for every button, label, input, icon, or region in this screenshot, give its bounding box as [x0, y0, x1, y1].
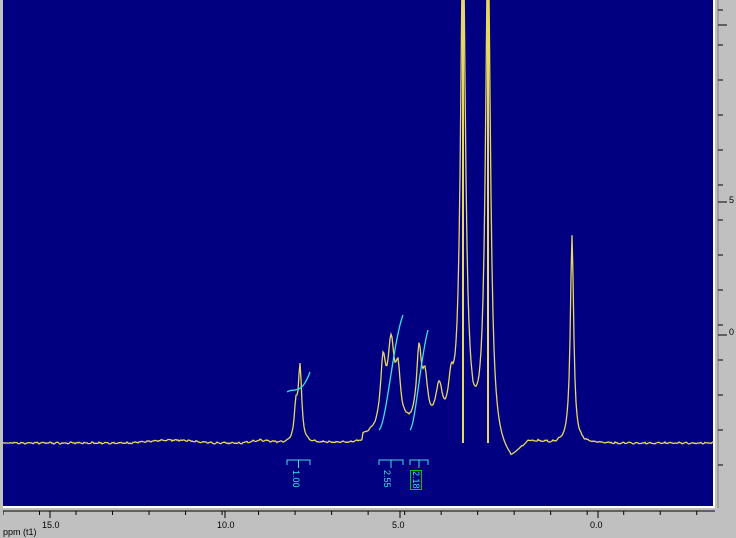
x-axis: 15.0 10.0 5.0 0.0 ppm (t1)	[3, 510, 715, 538]
integral-value: 2.55	[382, 470, 392, 488]
integral-value: 1.00	[291, 470, 301, 488]
x-tick-label: 10.0	[217, 520, 235, 530]
x-tick-label: 15.0	[42, 520, 60, 530]
plot-area[interactable]: 1.00 2.55 2.18	[3, 0, 715, 508]
svg-text:0: 0	[729, 327, 734, 337]
svg-text:5: 5	[729, 195, 734, 205]
x-tick-label: 5.0	[392, 520, 405, 530]
nmr-window: 1.002.552.18 05 15.010.05.00.0 ppm (t1)	[0, 0, 736, 538]
x-axis-unit: ppm (t1)	[3, 527, 37, 537]
x-tick-label: 0.0	[590, 520, 603, 530]
integral-value: 2.18	[410, 470, 422, 490]
y-ruler: 05	[717, 0, 736, 508]
spectrum-canvas	[3, 0, 715, 508]
